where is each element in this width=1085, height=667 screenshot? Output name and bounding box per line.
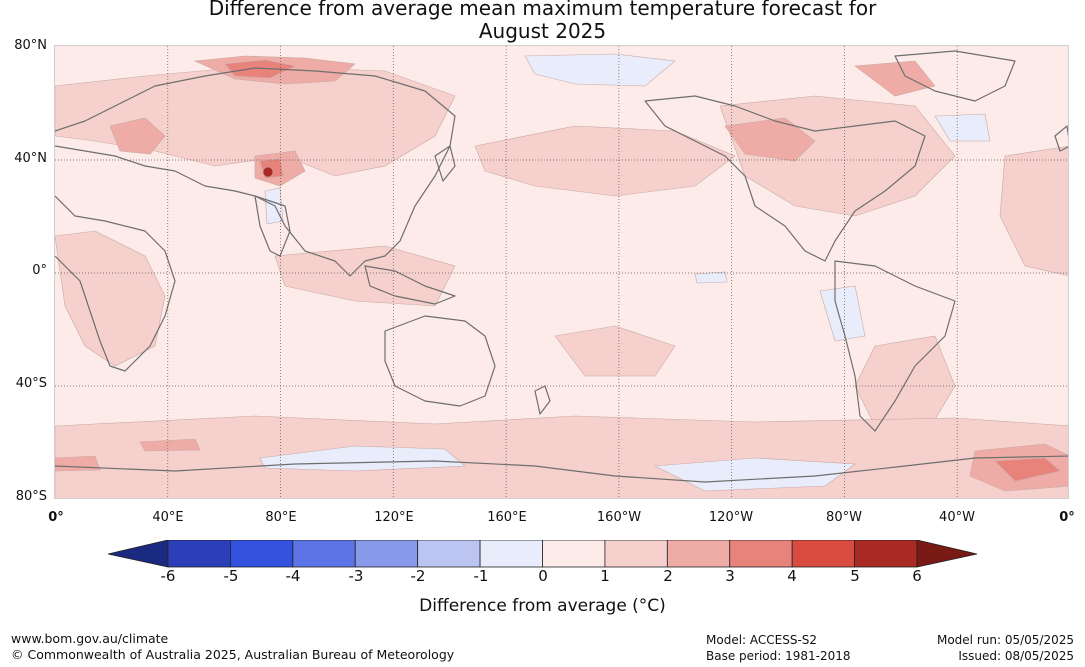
colorbar [108, 540, 978, 568]
lon-label-40e: 40°E [152, 510, 184, 525]
copyright-text: © Commonwealth of Australia 2025, Austra… [11, 647, 455, 662]
lon-label-120w: 120°W [708, 510, 754, 525]
colorbar-label: Difference from average (°C) [419, 596, 666, 616]
coastlines [55, 50, 1068, 483]
colorbar-tick: 4 [787, 567, 797, 585]
colorbar-segment [354, 540, 419, 568]
colorbar-arrow-high [916, 540, 978, 568]
colorbar-tick: 3 [725, 567, 735, 585]
colorbar-tick: 2 [663, 567, 673, 585]
title-line-1: Difference from average mean maximum tem… [208, 0, 877, 20]
anomaly-shading [55, 53, 1068, 498]
colorbar-segment [542, 540, 606, 568]
website-text: www.bom.gov.au/climate [11, 631, 169, 646]
colorbar-tick: 5 [850, 567, 860, 585]
issued-text: Issued: 08/05/2025 [958, 649, 1074, 663]
lat-label-40s: 40°S [15, 376, 47, 391]
lon-label-120e: 120°E [374, 510, 414, 525]
colorbar-tick: -3 [348, 567, 364, 585]
colorbar-tick: -2 [410, 567, 426, 585]
lat-label-80s: 80°S [15, 489, 47, 504]
lat-label-equator: 0° [32, 263, 47, 278]
colorbar-segment [604, 540, 668, 568]
lon-label-80w: 80°W [826, 510, 862, 525]
colorbar-arrow-low [108, 540, 169, 568]
colorbar-tick: 1 [600, 567, 610, 585]
title-line-2: August 2025 [478, 19, 607, 43]
model-run-text: Model run: 05/05/2025 [936, 633, 1074, 647]
map-title: Difference from average mean maximum tem… [0, 0, 1085, 43]
lon-label-80e: 80°E [265, 510, 297, 525]
colorbar-segment [479, 540, 543, 568]
lon-label-160w: 160°W [596, 510, 642, 525]
lon-label-0-left: 0° [48, 510, 64, 525]
colorbar-segment [854, 540, 918, 568]
colorbar-tick: 6 [912, 567, 922, 585]
model-text: Model: ACCESS-S2 [706, 633, 818, 647]
colorbar-segment [167, 540, 231, 568]
colorbar-segment [230, 540, 294, 568]
colorbar-segment [417, 540, 481, 568]
lon-label-0-right: 0° [1059, 510, 1075, 525]
colorbar-tick: -4 [285, 567, 301, 585]
colorbar-segment [292, 540, 356, 568]
lon-label-40w: 40°W [939, 510, 975, 525]
colorbar-tick: -1 [473, 567, 489, 585]
base-period-text: Base period: 1981-2018 [706, 649, 851, 663]
lat-label-40n: 40°N [14, 151, 47, 166]
colorbar-segments [167, 540, 918, 568]
colorbar-tick: 0 [538, 567, 548, 585]
colorbar-tick: -5 [223, 567, 239, 585]
graticule [55, 46, 1068, 498]
lon-label-160e: 160°E [487, 510, 527, 525]
colorbar-segment [666, 540, 731, 568]
colorbar-segment [729, 540, 793, 568]
map-graphic [55, 46, 1068, 498]
lat-label-80n: 80°N [14, 38, 47, 53]
colorbar-segment [791, 540, 855, 568]
forecast-map [54, 45, 1069, 499]
colorbar-tick: -6 [160, 567, 176, 585]
